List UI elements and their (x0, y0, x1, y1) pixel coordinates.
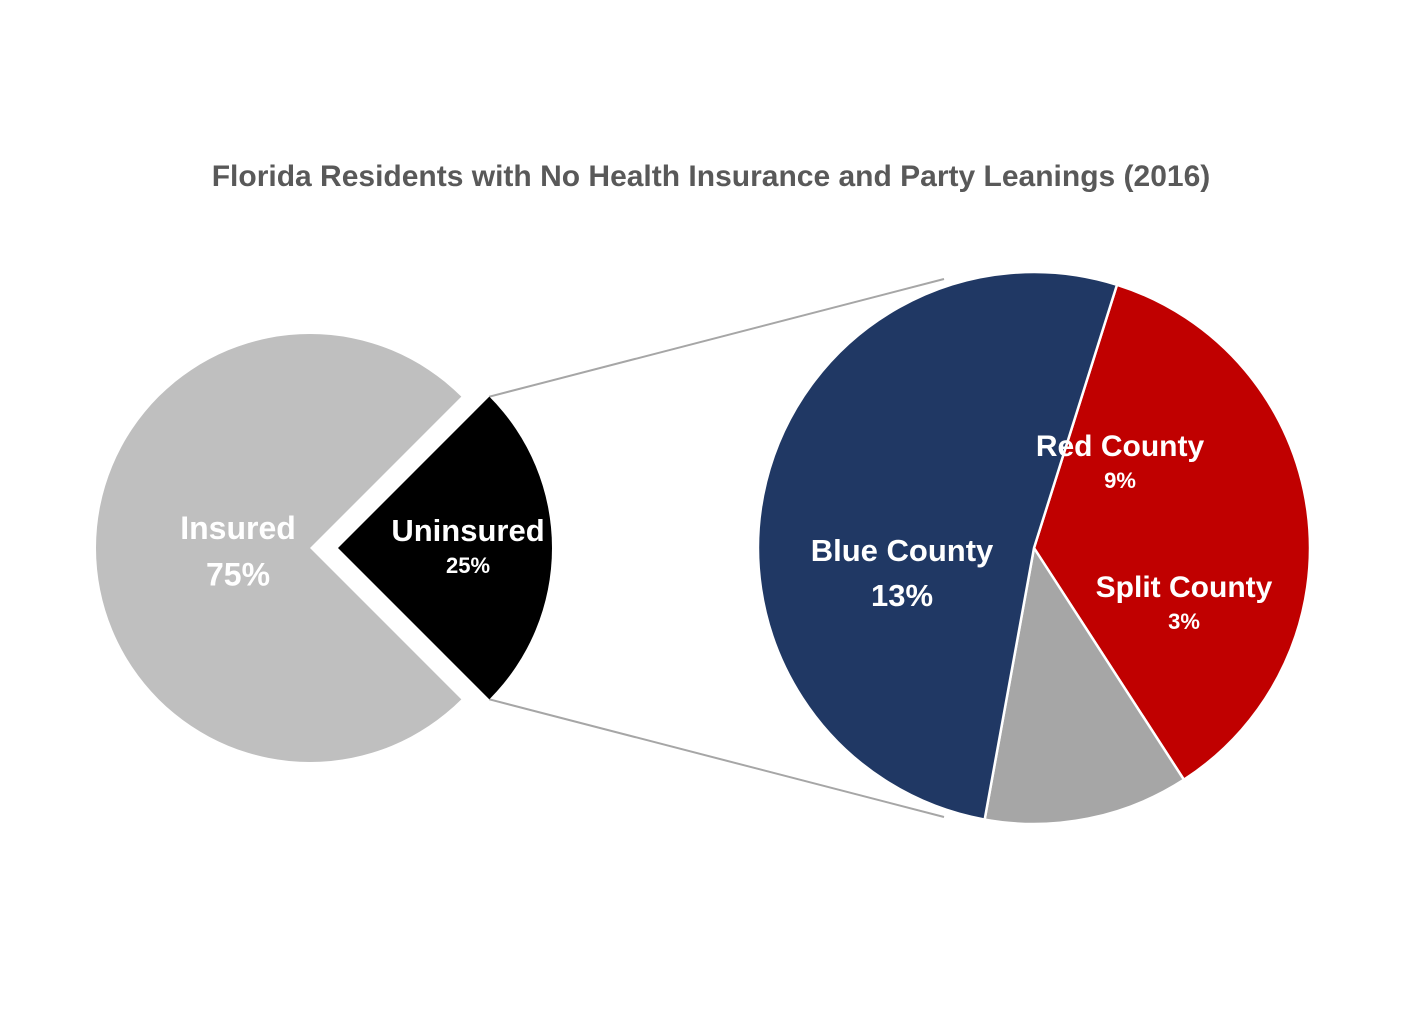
label-insured: Insured 75% (180, 510, 296, 592)
primary-pie (96, 333, 552, 762)
label-red-county: Red County 9% (1036, 430, 1205, 493)
slice-split-county (983, 546, 1186, 826)
connector-top (489, 278, 945, 398)
slice-uninsured (338, 396, 552, 700)
slice-blue-county (756, 270, 1119, 821)
slice-labels: Uninsured 25% Insured 75% Red County 9% Split … (180, 430, 1272, 634)
label-split-county: Split County 3% (1096, 571, 1273, 634)
slice-insured (96, 333, 462, 762)
slice-red-county (1032, 283, 1312, 781)
chart-title: Florida Residents with No Health Insuran… (211, 160, 1211, 193)
connector-lines (489, 278, 945, 818)
label-uninsured: Uninsured 25% (391, 513, 544, 578)
breakdown-pie (756, 270, 1312, 826)
label-blue-county: Blue County 13% (811, 533, 994, 613)
connector-bottom (489, 698, 945, 818)
